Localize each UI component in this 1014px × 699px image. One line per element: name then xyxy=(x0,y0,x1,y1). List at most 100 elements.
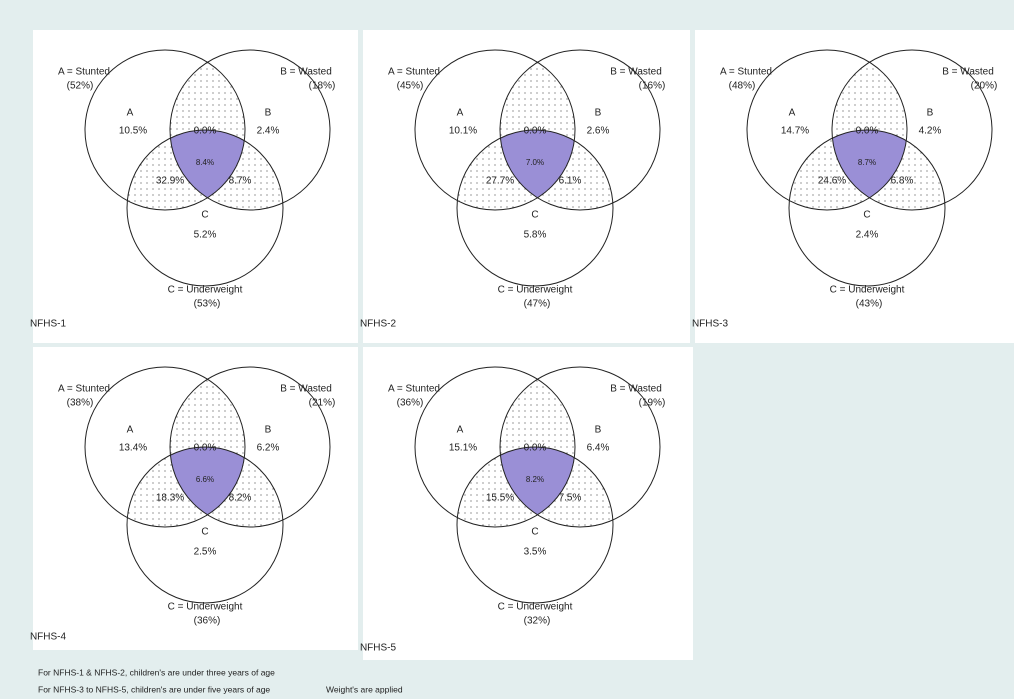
region-value: 2.5% xyxy=(194,547,217,558)
region-letter: B xyxy=(595,425,602,436)
region-value: 3.5% xyxy=(524,547,547,558)
region-value: 0.0% xyxy=(524,443,547,454)
set-total: (16%) xyxy=(639,81,666,92)
set-circle xyxy=(499,49,661,211)
set-total: (45%) xyxy=(397,81,424,92)
panel-name: NFHS-1 xyxy=(30,319,67,330)
region-letter: A xyxy=(127,425,134,436)
set-total: (52%) xyxy=(67,81,94,92)
set-label: A = Stunted xyxy=(58,67,110,78)
region-value: 32.9% xyxy=(156,176,184,187)
region-value: 8.2% xyxy=(526,475,544,484)
region-value: 6.2% xyxy=(257,443,280,454)
region-value: 6.1% xyxy=(559,176,582,187)
region-letter: C xyxy=(201,210,208,221)
set-circle xyxy=(169,49,331,211)
region-value: 8.2% xyxy=(229,493,252,504)
region-value: 2.6% xyxy=(587,126,610,137)
set-label: C = Underweight xyxy=(830,285,905,296)
set-total: (21%) xyxy=(309,398,336,409)
region-letter: A xyxy=(127,108,134,119)
set-circle xyxy=(414,49,576,211)
region-letter: B xyxy=(265,425,272,436)
region-value: 2.4% xyxy=(856,230,879,241)
set-circle xyxy=(414,366,576,528)
region-value: 6.8% xyxy=(891,176,914,187)
set-circle xyxy=(84,49,246,211)
region-value: 13.4% xyxy=(119,443,147,454)
region-value: 8.7% xyxy=(229,176,252,187)
region-value: 24.6% xyxy=(818,176,846,187)
region-value: 27.7% xyxy=(486,176,514,187)
venn-panel: A = Stunted (45%) B = Wasted (16%) C = Under… xyxy=(360,30,690,343)
set-label: B = Wasted xyxy=(610,67,662,78)
panel-name: NFHS-5 xyxy=(360,643,397,654)
set-label: A = Stunted xyxy=(388,384,440,395)
region-value: 0.0% xyxy=(194,126,217,137)
set-circle xyxy=(126,129,284,287)
footnote: For NFHS-1 & NFHS-2, children's are unde… xyxy=(38,667,275,677)
set-circle xyxy=(126,446,284,604)
set-total: (19%) xyxy=(639,398,666,409)
set-total: (20%) xyxy=(971,81,998,92)
set-circle xyxy=(788,129,946,287)
region-letter: B xyxy=(927,108,934,119)
set-circle xyxy=(831,49,993,211)
region-value: 14.7% xyxy=(781,126,809,137)
panel-name: NFHS-2 xyxy=(360,319,397,330)
region-value: 7.0% xyxy=(526,158,544,167)
set-total: (38%) xyxy=(67,398,94,409)
region-value: 0.0% xyxy=(524,126,547,137)
region-value: 5.8% xyxy=(524,230,547,241)
footnote: Weight's are applied xyxy=(326,684,403,694)
venn-panel: A = Stunted (38%) B = Wasted (21%) C = Under… xyxy=(30,347,358,650)
region-value: 4.2% xyxy=(919,126,942,137)
set-label: A = Stunted xyxy=(388,67,440,78)
region-letter: A xyxy=(457,108,464,119)
venn-panel: A = Stunted (36%) B = Wasted (19%) C = Under… xyxy=(360,347,693,660)
region-value: 0.0% xyxy=(194,443,217,454)
set-total: (53%) xyxy=(194,299,221,310)
region-value: 5.2% xyxy=(194,230,217,241)
set-label: B = Wasted xyxy=(610,384,662,395)
set-label: B = Wasted xyxy=(942,67,994,78)
set-total: (48%) xyxy=(729,81,756,92)
region-value: 6.4% xyxy=(587,443,610,454)
region-value: 15.1% xyxy=(449,443,477,454)
venn-panel: A = Stunted (52%) B = Wasted (18%) C = Under… xyxy=(30,30,358,343)
set-label: C = Underweight xyxy=(168,285,243,296)
set-circle xyxy=(456,446,614,604)
set-label: A = Stunted xyxy=(58,384,110,395)
region-letter: B xyxy=(595,108,602,119)
set-total: (47%) xyxy=(524,299,551,310)
set-total: (18%) xyxy=(309,81,336,92)
region-letter: C xyxy=(863,210,870,221)
region-letter: C xyxy=(531,210,538,221)
region-value: 0.0% xyxy=(856,126,879,137)
region-value: 2.4% xyxy=(257,126,280,137)
set-label: B = Wasted xyxy=(280,384,332,395)
region-value: 8.4% xyxy=(196,158,214,167)
set-total: (36%) xyxy=(194,616,221,627)
set-circle xyxy=(746,49,908,211)
region-value: 15.5% xyxy=(486,493,514,504)
set-circle xyxy=(169,366,331,528)
region-value: 10.1% xyxy=(449,126,477,137)
region-letter: C xyxy=(201,527,208,538)
region-letter: A xyxy=(789,108,796,119)
set-total: (36%) xyxy=(397,398,424,409)
venn-panel: A = Stunted (48%) B = Wasted (20%) C = Under… xyxy=(692,30,1014,343)
region-letter: B xyxy=(265,108,272,119)
region-value: 6.6% xyxy=(196,475,214,484)
set-total: (43%) xyxy=(856,299,883,310)
set-label: C = Underweight xyxy=(498,602,573,613)
region-letter: C xyxy=(531,527,538,538)
set-label: C = Underweight xyxy=(168,602,243,613)
panel-name: NFHS-4 xyxy=(30,632,67,643)
set-circle xyxy=(84,366,246,528)
set-total: (32%) xyxy=(524,616,551,627)
region-value: 18.3% xyxy=(156,493,184,504)
set-label: A = Stunted xyxy=(720,67,772,78)
